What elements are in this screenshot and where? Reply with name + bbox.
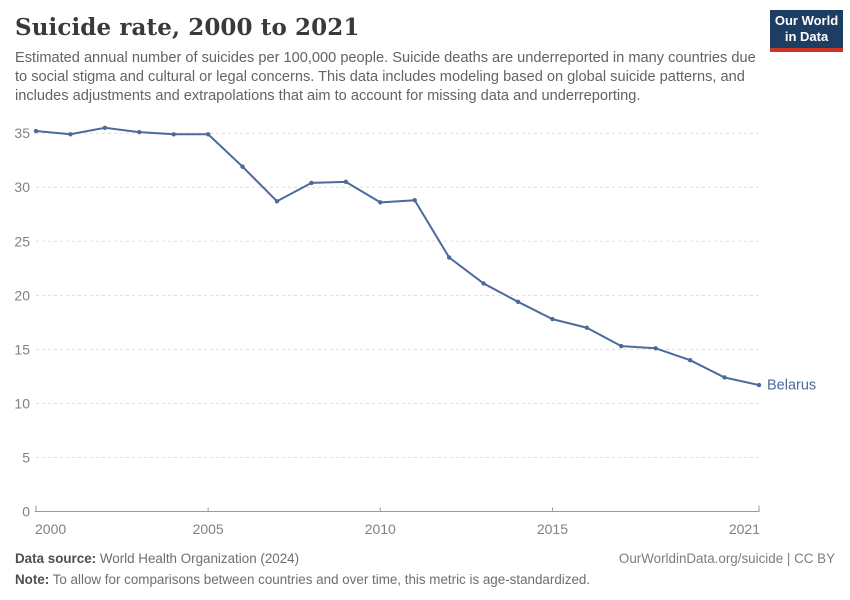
- x-axis-tick-label: 2005: [193, 521, 224, 537]
- data-line: [35, 126, 760, 387]
- data-point: [481, 281, 486, 286]
- data-point: [515, 299, 521, 305]
- footer-row-sources: Data source: World Health Organization (…: [15, 549, 835, 568]
- page-subtitle: Estimated annual number of suicides per …: [15, 49, 756, 105]
- page-title: Suicide rate, 2000 to 2021: [15, 14, 360, 41]
- data-point: [171, 132, 176, 137]
- data-point: [584, 325, 590, 330]
- data-point: [687, 357, 693, 363]
- data-point: [722, 375, 727, 380]
- y-axis-tick-label: 25: [14, 233, 30, 249]
- data-point: [33, 128, 39, 134]
- data-source-value: World Health Organization (2024): [96, 551, 300, 566]
- data-point: [653, 346, 658, 351]
- data-point: [343, 179, 349, 185]
- series-end-label: Belarus: [767, 378, 816, 394]
- note-label: Note:: [15, 572, 50, 588]
- data-point: [102, 125, 108, 130]
- y-axis-tick-label: 0: [22, 504, 30, 520]
- y-axis-tick-label: 10: [14, 395, 30, 411]
- y-axis-tick-label: 15: [14, 341, 30, 357]
- chart-header: Suicide rate, 2000 to 2021 Estimated ann…: [0, 0, 850, 110]
- y-axis-tick-label: 35: [14, 125, 30, 141]
- chart-footer: Data source: World Health Organization (…: [0, 542, 850, 590]
- owid-logo-line1: Our World: [774, 12, 839, 28]
- data-source-label: Data source:: [15, 551, 97, 566]
- data-point: [550, 316, 555, 322]
- line-chart-canvas: 0 5 10 15 20 25 30 35 2000 2005 2010 2015 2021 Belaru…: [14, 125, 816, 537]
- data-point: [378, 200, 383, 205]
- data-point: [309, 180, 314, 186]
- note-value: To allow for comparisons between countri…: [49, 572, 591, 588]
- data-point: [412, 198, 417, 203]
- footer-note: Note: To allow for comparisons between c…: [15, 570, 835, 589]
- x-axis-tick-label: 2021: [729, 521, 760, 537]
- x-axis-tick-label: 2010: [365, 521, 396, 537]
- owid-logo: Our World in Data: [770, 10, 843, 52]
- data-point: [240, 164, 245, 169]
- data-point: [68, 132, 73, 137]
- data-source-text: Data source: World Health Organization (…: [15, 549, 299, 568]
- owid-url-text: OurWorldinData.org/suicide | CC BY: [618, 551, 835, 566]
- x-axis-tick-label: 2000: [35, 521, 66, 537]
- y-axis-tick-label: 20: [14, 287, 30, 303]
- data-point: [446, 255, 452, 260]
- data-point: [205, 132, 211, 137]
- owid-logo-line2: in Data: [784, 29, 829, 44]
- y-axis-tick-label: 5: [22, 449, 30, 465]
- data-point: [137, 129, 142, 135]
- data-point: [619, 343, 624, 349]
- data-point: [274, 199, 280, 204]
- data-point: [756, 382, 762, 388]
- y-axis-tick-label: 30: [14, 179, 30, 195]
- x-axis-tick-label: 2015: [537, 521, 568, 537]
